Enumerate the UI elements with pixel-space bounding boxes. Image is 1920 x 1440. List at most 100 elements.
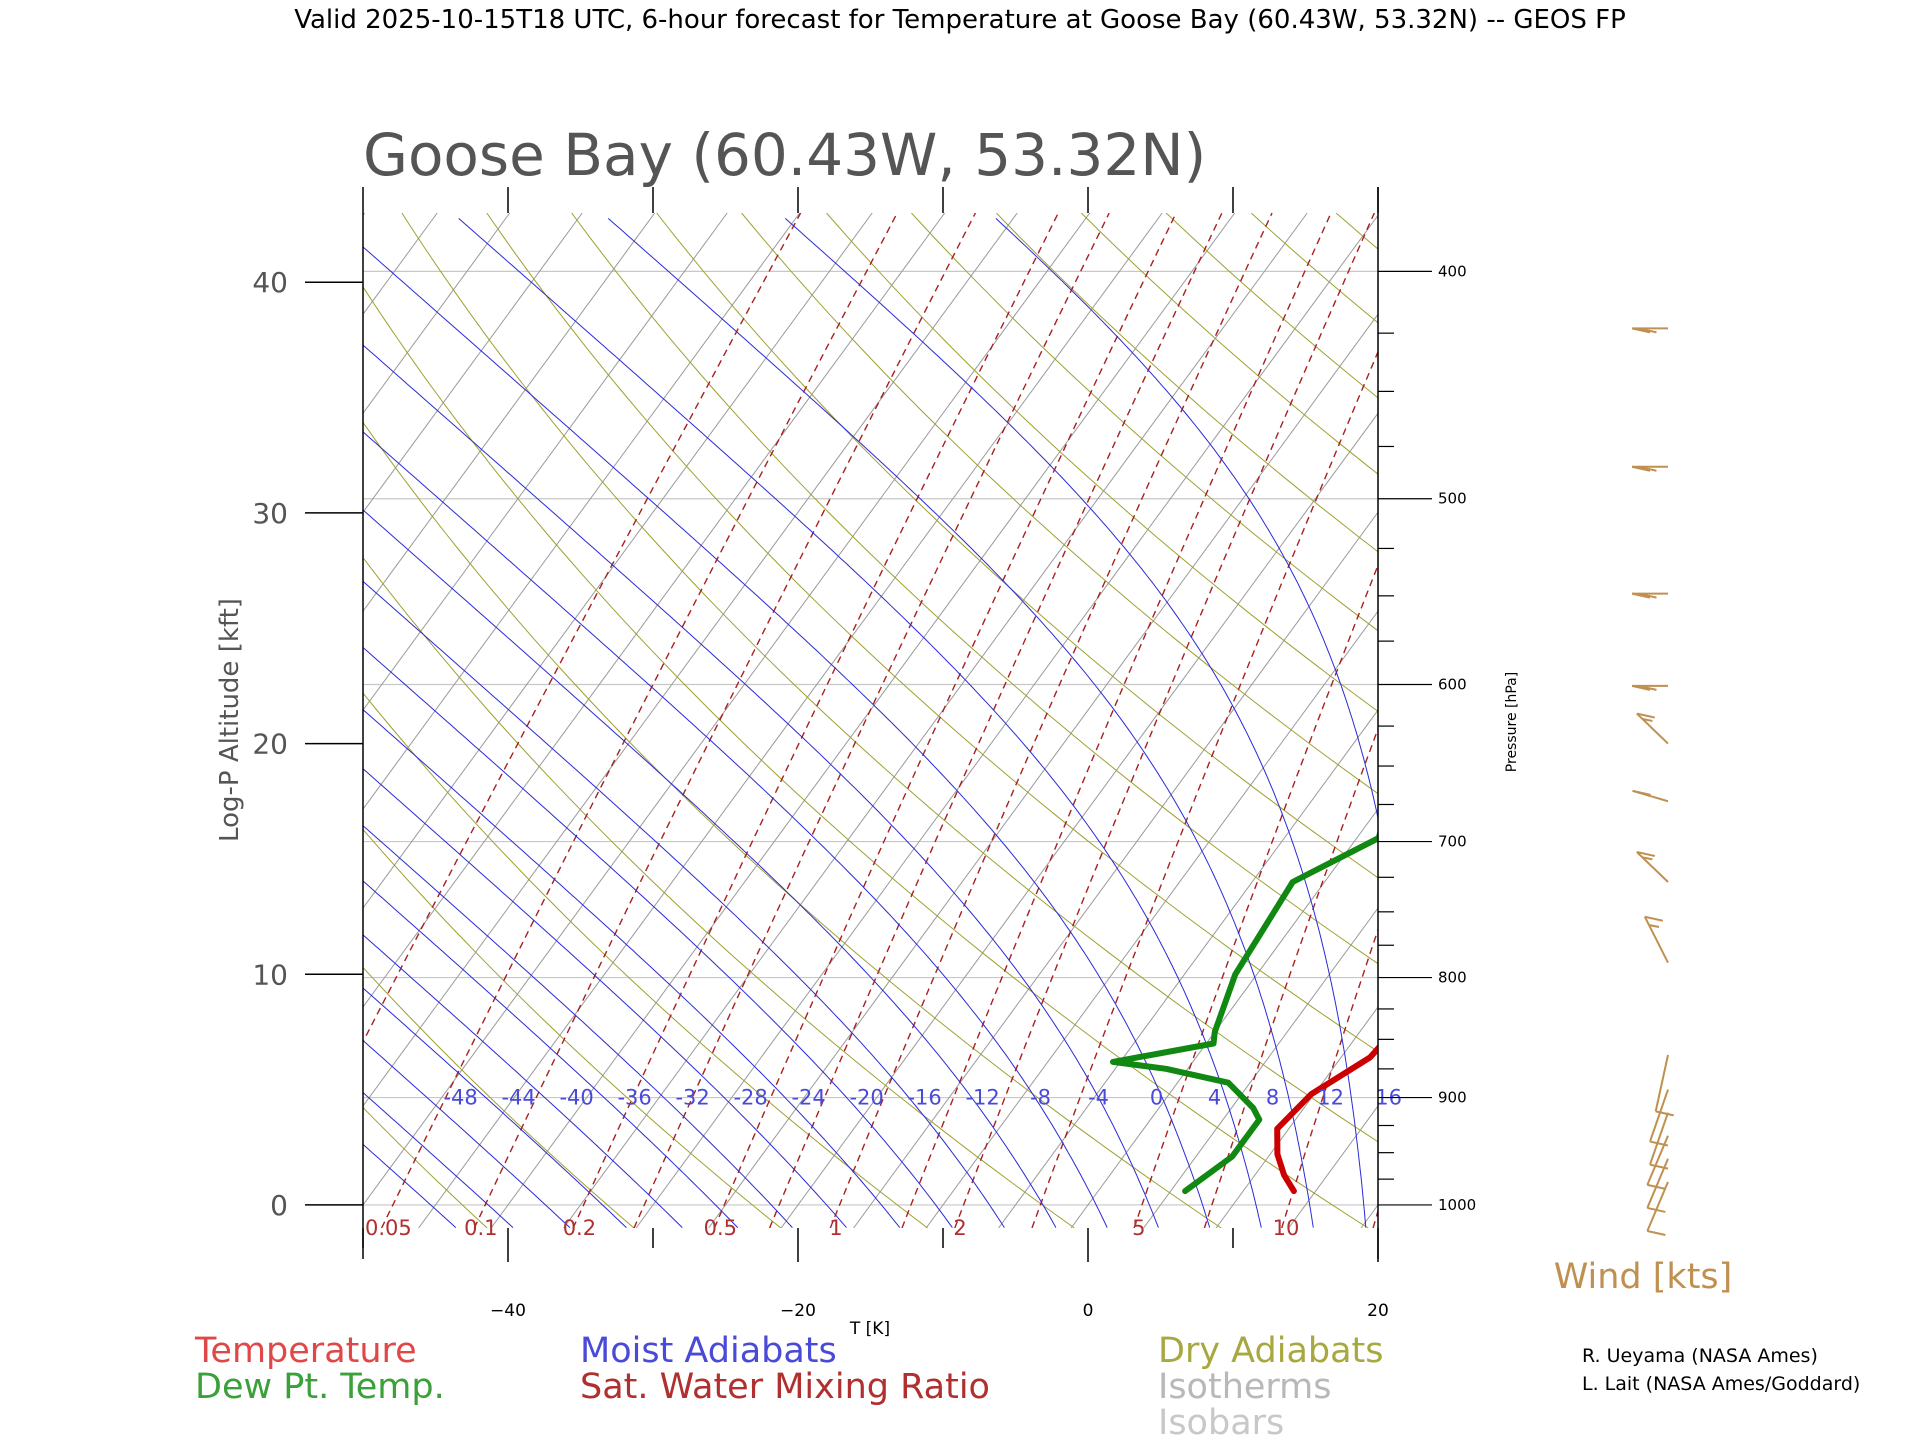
isotherm-line (635, 214, 1378, 1228)
isotherm-line (1143, 907, 1378, 1228)
pressure-ticks: 1000900800700600500400300200 (1378, 262, 1476, 1214)
wind-barb-flag (1638, 684, 1657, 691)
pressure-tick-label: 800 (1438, 969, 1467, 987)
isotherm-line (418, 213, 1163, 1228)
isotherm-line (363, 213, 728, 711)
legend-isobars: Isobars (1158, 1403, 1284, 1440)
profile-lines (1110, 830, 1378, 1195)
wind-barb-flag (1631, 684, 1651, 691)
isotherm-line (708, 313, 1378, 1228)
pressure-tick-label: 700 (1438, 833, 1467, 851)
pressure-tick-label: 1000 (1438, 1196, 1476, 1214)
moist-adiabat-label: -32 (675, 1086, 709, 1110)
isotherm-line (1579, 213, 1920, 1228)
altitude-tick-label: 40 (252, 266, 288, 299)
moist-adiabat-line (363, 246, 1185, 1153)
dry-adiabat-line (1846, 213, 1920, 1228)
moist-adiabat-label: -40 (559, 1086, 593, 1110)
dry-adiabat-line (1165, 213, 1378, 399)
dry-adiabat-line (1761, 213, 1920, 1228)
temperature-tick-label: 20 (1367, 1301, 1389, 1321)
moist-adiabat-line (363, 580, 953, 1153)
moist-adiabat-label: -4 (1088, 1086, 1109, 1110)
mixing-ratio-label: 5 (1132, 1216, 1145, 1240)
isotherm-line (1070, 808, 1378, 1228)
dry-adiabat-line (741, 213, 1378, 795)
moist-adiabat-line (777, 1152, 847, 1228)
dry-adiabat-line (486, 213, 1378, 1053)
legend-mixing-ratio: Sat. Water Mixing Ratio (580, 1367, 990, 1407)
legend: Temperature Dew Pt. Temp. Moist Adiabats… (194, 1331, 1384, 1440)
wind-barb-flag (1631, 465, 1651, 472)
moist-adiabat-line (363, 825, 721, 1154)
isotherm-line (0, 213, 292, 1228)
dry-adiabat-line (826, 213, 1378, 713)
isotherm-line (0, 213, 220, 1228)
pressure-tick-label: 900 (1438, 1089, 1467, 1107)
mixing-ratio-label: 1 (829, 1216, 842, 1240)
moist-adiabat-label: 12 (1317, 1086, 1344, 1110)
dry-adiabat-line (1421, 213, 1920, 1228)
altitude-tick-label: 10 (252, 958, 288, 991)
dry-adiabat-line (0, 213, 340, 1228)
isotherm-line (563, 213, 1308, 1228)
moist-adiabat-line (363, 344, 1127, 1153)
moist-adiabat-line (607, 218, 1301, 1153)
pressure-tick-label: 600 (1438, 675, 1467, 693)
dry-adiabat-line (911, 213, 1378, 632)
wind-barb-flag (1631, 592, 1651, 599)
dry-adiabat-line (1080, 213, 1378, 475)
isotherm-line (998, 709, 1378, 1228)
isotherm-line (1360, 1204, 1378, 1228)
mixing-ratio-line (1203, 726, 1378, 1228)
moist-adiabat-line (995, 218, 1378, 821)
background-grid (0, 213, 1920, 1228)
moist-adiabat-label: -28 (733, 1086, 767, 1110)
dry-adiabat-line (1250, 213, 1378, 324)
wind-barb-flag (1631, 327, 1651, 334)
moist-adiabat-line (893, 1152, 953, 1228)
moist-adiabat-label: -44 (501, 1086, 535, 1110)
moist-adiabat-line (458, 218, 1243, 1153)
moist-adiabat-label: 8 (1266, 1086, 1279, 1110)
moist-adiabat-label: -24 (791, 1086, 825, 1110)
wind-barb-half (1642, 717, 1653, 722)
isotherm-line (0, 213, 2, 1228)
mixing-ratio-line (901, 213, 1332, 1228)
moist-adiabat-line (371, 1152, 457, 1228)
dry-adiabat-line (656, 213, 1378, 879)
moist-adiabat-label: 0 (1150, 1086, 1163, 1110)
wind-barb-flag (1638, 592, 1657, 599)
wind-barb-staff (1649, 1089, 1669, 1142)
pressure-tick-label: 500 (1438, 490, 1467, 508)
wind-label: Wind [kts] (1554, 1257, 1733, 1297)
isotherm-line (363, 213, 656, 613)
moist-adiabat-line (363, 1143, 373, 1154)
altitude-tick-label: 0 (270, 1189, 288, 1222)
moist-adiabat-label: -12 (965, 1086, 999, 1110)
x-axis-label: T [K] (849, 1319, 890, 1339)
dry-adiabat-line (1506, 213, 1920, 1228)
wind-barb-flag (1644, 915, 1664, 922)
mixing-ratio-line (954, 213, 1375, 1228)
moist-adiabat-line (1299, 1152, 1314, 1228)
moist-adiabat-line (429, 1152, 514, 1228)
moist-adiabat-line (1357, 1152, 1367, 1228)
legend-temperature: Temperature (194, 1331, 417, 1371)
moist-adiabat-line (363, 768, 779, 1154)
mixing-ratio-line (572, 213, 1059, 1228)
dry-adiabat-line (363, 421, 1222, 1228)
moist-adiabat-line (363, 880, 663, 1154)
mixing-ratio-label: 0.1 (464, 1216, 497, 1240)
mixing-ratio-line (1440, 213, 1767, 1228)
wind-barb-flag (1647, 1230, 1666, 1236)
moist-adiabat-line (363, 509, 1011, 1153)
moist-adiabat-line (719, 1152, 793, 1228)
legend-dry-adiabats: Dry Adiabats (1158, 1331, 1384, 1371)
dry-adiabat-line (1676, 213, 1920, 1228)
mixing-ratio-label: 0.5 (704, 1216, 737, 1240)
dry-adiabat-line (1335, 213, 1378, 250)
isotherm-line (1506, 213, 1920, 1228)
wind-barbs (1631, 327, 1674, 1236)
isotherm-line (363, 213, 801, 810)
